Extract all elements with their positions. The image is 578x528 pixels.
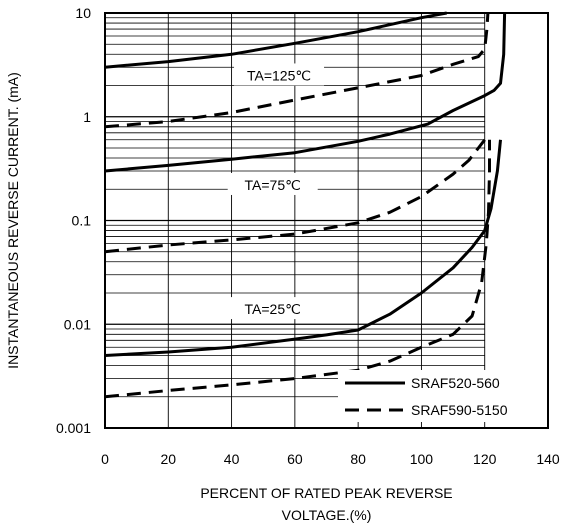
series-line-dashed — [104, 12, 490, 129]
x-axis-title-line1: PERCENT OF RATED PEAK REVERSE — [200, 485, 452, 501]
temperature-annotations: TA=125℃ TA=75℃ TA=25℃ — [227, 63, 325, 320]
y-axis-title: INSTANTANEOUS REVERSE CURRENT. (mA) — [5, 72, 21, 369]
x-tick-label: 120 — [473, 451, 497, 467]
x-tick-label: 40 — [224, 451, 240, 467]
y-tick-label: 0.01 — [64, 316, 91, 332]
temperature-annotation: TA=25℃ — [245, 301, 301, 317]
y-tick-label: 0.001 — [56, 420, 91, 436]
y-tick-label: 1 — [83, 109, 91, 125]
legend-background — [338, 370, 543, 422]
y-tick-label: 10 — [75, 5, 91, 21]
y-tick-labels: 10 1 0.1 0.01 0.001 — [56, 5, 91, 436]
temperature-annotation: TA=75℃ — [245, 177, 301, 193]
series-line-solid — [104, 12, 507, 173]
annotation-background — [227, 172, 318, 195]
legend-label-sraf590-5150: SRAF590-5150 — [411, 402, 508, 418]
series-layer — [104, 11, 507, 399]
plot-border — [104, 12, 549, 429]
x-tick-label: 80 — [350, 451, 366, 467]
temperature-annotation: TA=125℃ — [247, 67, 311, 83]
x-tick-label: 100 — [410, 451, 434, 467]
y-tick-label: 0.1 — [72, 213, 92, 229]
series-line-solid — [104, 11, 447, 69]
series-line-dashed — [104, 139, 491, 399]
legend-label-sraf520-560: SRAF520-560 — [411, 375, 500, 391]
series-line-dashed — [104, 138, 486, 254]
x-tick-labels: 0 20 40 60 80 100 120 140 — [101, 451, 560, 467]
x-tick-label: 140 — [536, 451, 560, 467]
annotation-background — [227, 297, 318, 320]
x-tick-label: 20 — [160, 451, 176, 467]
x-tick-label: 60 — [287, 451, 303, 467]
x-tick-label: 0 — [101, 451, 109, 467]
legend: SRAF520-560 SRAF590-5150 — [338, 370, 543, 422]
x-axis-title-line2: VOLTAGE.(%) — [282, 507, 372, 523]
annotation-background — [234, 63, 325, 86]
